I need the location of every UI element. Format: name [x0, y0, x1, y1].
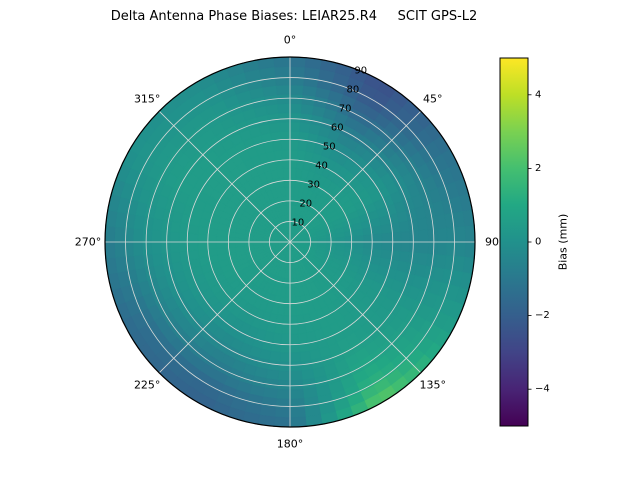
colorbar: 4 2 0 −2 −4 Bias (mm) [499, 57, 570, 427]
angular-tick-label: 0° [284, 34, 297, 47]
polar-outline [104, 56, 476, 428]
angular-gridline [158, 241, 291, 374]
angular-tick-label: 180° [277, 438, 304, 451]
angular-gridline [289, 241, 422, 374]
angular-gridline [289, 110, 422, 243]
radial-tick-label: 40 [315, 161, 328, 172]
radial-tick-label: 70 [339, 104, 352, 115]
angular-tick-label: 270° [75, 236, 102, 249]
angular-tick-label: 90 [485, 236, 499, 249]
radial-tick-label: 50 [323, 142, 336, 153]
radial-tick-label: 80 [347, 85, 360, 96]
radial-tick-label: 60 [331, 123, 344, 134]
colorbar-gradient [499, 57, 529, 427]
radial-tick-label: 90 [354, 66, 367, 77]
colorbar-tick-label: −4 [535, 384, 550, 395]
chart-title: Delta Antenna Phase Biases: LEIAR25.R4 S… [110, 9, 478, 24]
radial-tick-label: 10 [292, 218, 305, 229]
polar-grid [104, 56, 476, 428]
angular-tick-label: 45° [423, 93, 443, 106]
angular-tick-labels: 0° 45° 90 135° 180° 225° 270° 315° [75, 34, 499, 451]
colorbar-tick-label: 2 [535, 163, 541, 174]
colorbar-tick-label: 4 [535, 89, 541, 100]
colorbar-tick-label: 0 [535, 237, 541, 248]
colorbar-tick-label: −2 [535, 310, 550, 321]
angular-gridline [158, 110, 291, 243]
heatmap-cell-layer [104, 56, 476, 428]
colorbar-axis-label: Bias (mm) [557, 214, 570, 271]
radial-tick-label: 20 [299, 199, 312, 210]
angular-tick-label: 315° [134, 93, 161, 106]
radial-tick-label: 30 [307, 180, 320, 191]
radial-tick-labels: 10 20 30 40 50 60 70 80 90 [292, 66, 368, 229]
angular-tick-label: 135° [420, 378, 447, 391]
angular-tick-label: 225° [134, 378, 161, 391]
